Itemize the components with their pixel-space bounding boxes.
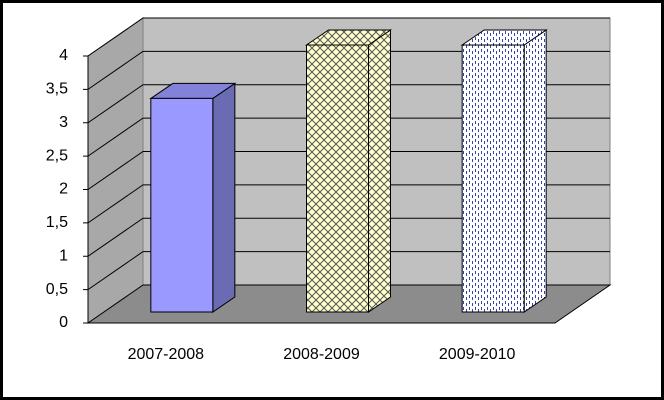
bar-side — [212, 82, 236, 313]
y-tick-label: 2 — [59, 181, 68, 198]
grid-line — [87, 84, 610, 124]
x-tick-label: 2009-2010 — [439, 346, 516, 363]
bar — [150, 97, 214, 313]
x-tick-label: 2008-2009 — [283, 346, 360, 363]
x-tick-label: 2007-2008 — [128, 346, 205, 363]
plot-area: 0 0,5 1 1,5 2 2,5 3 3,5 4 2007-2008 2008-2009 2009-… — [46, 17, 612, 363]
bar — [461, 44, 525, 313]
grid-line — [87, 217, 610, 257]
y-tick-label: 0 — [59, 314, 68, 331]
y-tick-label: 3,5 — [46, 81, 68, 98]
grid-line — [87, 50, 610, 90]
bar-side — [368, 29, 391, 313]
y-tick-label: 3 — [59, 114, 68, 131]
bar-side — [523, 29, 547, 313]
grid-line — [87, 117, 610, 157]
y-tick-label: 1,5 — [46, 214, 68, 231]
grid-line — [87, 17, 610, 57]
bar — [306, 44, 369, 313]
grid-line — [87, 251, 610, 291]
y-tick-label: 4 — [59, 47, 68, 64]
y-tick-label: 2,5 — [46, 147, 68, 164]
grid-line — [87, 151, 610, 190]
y-tick-label: 0,5 — [46, 281, 68, 298]
grid-line — [87, 184, 610, 224]
y-tick-label: 1 — [59, 247, 68, 264]
